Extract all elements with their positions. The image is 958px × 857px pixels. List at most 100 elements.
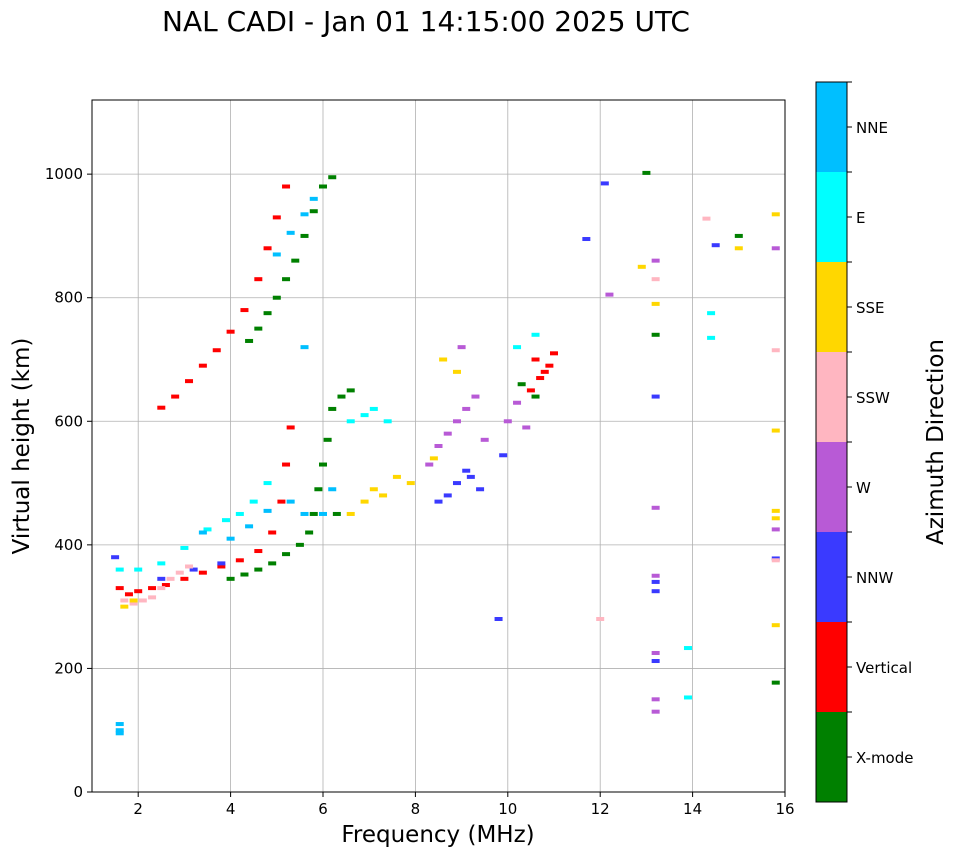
data-point [443, 493, 452, 498]
data-point [245, 338, 254, 343]
data-point [328, 175, 337, 180]
data-point [263, 481, 272, 486]
data-point [309, 196, 318, 201]
y-tick-label: 200 [54, 659, 83, 677]
data-point [309, 511, 318, 516]
data-point [651, 301, 660, 306]
colorbar-segment [816, 442, 847, 532]
data-point [531, 332, 540, 337]
x-tick-label: 6 [318, 800, 328, 818]
data-point [651, 650, 660, 655]
data-point [771, 246, 780, 251]
data-point [550, 351, 558, 356]
x-tick-label: 8 [411, 800, 421, 818]
data-point [637, 264, 646, 269]
data-point [129, 598, 138, 603]
data-point [319, 511, 327, 516]
colorbar-tick-label: NNW [856, 569, 893, 587]
colorbar-tick-label: E [856, 209, 865, 227]
data-point [332, 511, 341, 516]
data-point [323, 437, 332, 442]
y-axis-label: Virtual height (km) [9, 338, 35, 555]
data-point [462, 406, 471, 411]
data-point [596, 617, 605, 621]
data-point [457, 345, 466, 350]
data-point [734, 246, 743, 251]
data-point [189, 567, 198, 572]
data-point [346, 511, 355, 516]
data-point [111, 555, 120, 560]
colorbar: X-mode Vertical NNW W SSW SSE E NNE [816, 81, 913, 802]
data-point [282, 552, 291, 557]
data-point [148, 595, 157, 600]
data-point [711, 243, 720, 248]
data-point [221, 518, 230, 523]
data-point [226, 329, 235, 334]
series-ssw [120, 216, 780, 621]
data-point [337, 394, 346, 399]
colorbar-tick-label: W [856, 479, 871, 497]
data-point [771, 428, 780, 433]
data-point [157, 405, 166, 410]
data-point [771, 212, 780, 217]
data-point [115, 586, 124, 591]
data-point [476, 487, 485, 492]
colorbar-segment [816, 352, 847, 442]
y-axis-ticks: 0 200 400 600 800 1000 [45, 165, 92, 801]
data-point [434, 499, 443, 504]
data-point [582, 237, 591, 242]
data-point [300, 212, 309, 217]
data-point [157, 576, 166, 581]
data-point [129, 601, 138, 606]
plot-frame [91, 99, 786, 793]
colorbar-segment [816, 82, 847, 172]
data-point [707, 311, 716, 316]
data-point [360, 413, 369, 418]
x-axis-ticks: 2 4 6 8 10 12 14 16 [133, 792, 795, 818]
data-point [771, 680, 780, 685]
data-point [471, 394, 480, 399]
colorbar-tick-label: Vertical [856, 659, 912, 677]
data-point [734, 233, 743, 238]
data-point [651, 573, 660, 578]
data-point [651, 709, 660, 714]
data-point [531, 394, 540, 399]
data-point [175, 570, 184, 575]
x-tick-label: 2 [133, 800, 143, 818]
series-sse [120, 212, 780, 628]
data-point [439, 357, 448, 362]
data-point [651, 332, 660, 337]
data-point [180, 545, 189, 550]
data-point [166, 576, 175, 581]
data-point [429, 456, 438, 461]
data-point [282, 277, 291, 282]
series-vertical [115, 184, 558, 597]
data-point [452, 419, 461, 424]
data-point [360, 499, 369, 504]
x-axis-label: Frequency (MHz) [341, 822, 534, 848]
data-point [651, 697, 660, 702]
data-point [369, 487, 378, 492]
data-point [171, 394, 180, 399]
data-point [452, 369, 461, 374]
data-point [254, 326, 263, 331]
data-point [235, 558, 244, 563]
data-point [346, 419, 355, 424]
data-point [212, 348, 221, 353]
data-point [522, 425, 531, 430]
data-point [134, 589, 143, 594]
data-point [771, 516, 780, 521]
data-point [651, 394, 660, 399]
data-point [605, 292, 614, 297]
data-point [240, 572, 249, 577]
data-point [328, 406, 337, 411]
data-point [526, 388, 535, 393]
data-point [651, 579, 660, 584]
data-point [203, 527, 212, 532]
data-point [124, 592, 133, 597]
data-point [282, 184, 291, 189]
data-point [185, 379, 194, 384]
data-point [198, 570, 207, 575]
data-point [217, 564, 226, 569]
data-point [771, 623, 780, 628]
